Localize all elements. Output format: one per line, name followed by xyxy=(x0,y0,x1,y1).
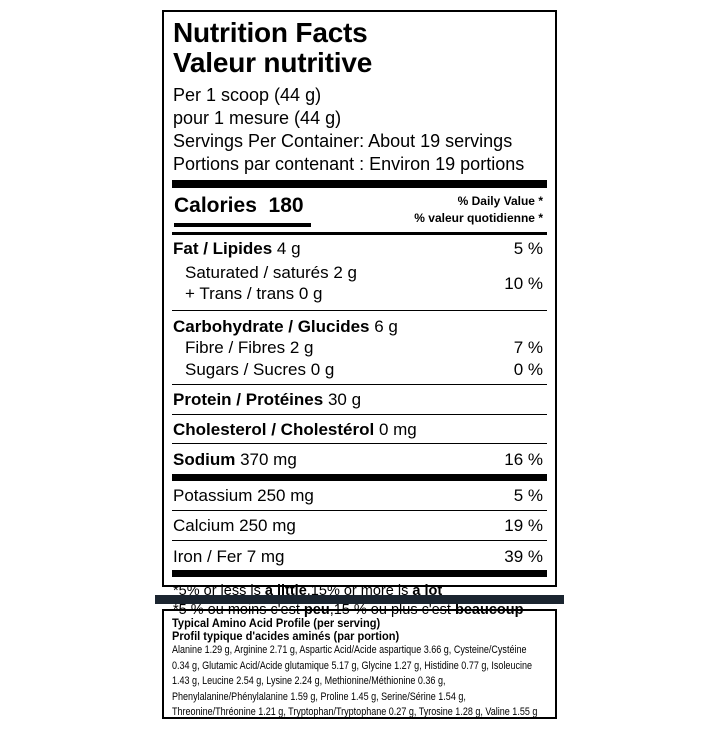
nutrient-percent: 5 % xyxy=(513,486,543,505)
nutrient-row-potassium: Potassium 250 mg 5 % xyxy=(173,481,546,510)
nutrient-amount: 6 g xyxy=(374,317,398,336)
title-en: Nutrition Facts xyxy=(173,17,368,48)
daily-value-header-en: % Daily Value * xyxy=(457,194,543,208)
nutrient-row-sugars: Sugars / Sucres 0 g 0 % xyxy=(173,359,546,384)
nutrient-row-sodium: Sodium 370 mg 16 % xyxy=(173,444,546,474)
calories-value: 180 xyxy=(268,194,304,217)
nutrient-name: Carbohydrate / Glucides xyxy=(173,317,370,336)
amino-title-fr: Profil typique d'acides aminés (par port… xyxy=(172,629,400,643)
daily-value-header: % Daily Value * % valeur quotidienne * xyxy=(414,193,543,227)
nutrient-name: Fibre / Fibres xyxy=(185,338,286,357)
nutrient-amount: 0 g xyxy=(298,284,323,303)
title-fr: Valeur nutritive xyxy=(173,47,373,78)
nutrient-amount: 2 g xyxy=(333,263,358,282)
thick-rule xyxy=(172,474,547,481)
nutrient-amount: 370 mg xyxy=(240,450,297,469)
rule xyxy=(172,443,547,444)
rule-below-calories xyxy=(172,232,547,235)
nutrient-name: Potassium xyxy=(173,486,253,505)
nutrient-percent: 39 % xyxy=(504,547,543,566)
serving-size-en: Per 1 scoop (44 g) xyxy=(173,85,322,105)
thick-rule xyxy=(172,570,547,577)
nutrient-amount: 250 mg xyxy=(239,516,296,535)
rule xyxy=(172,414,547,415)
nutrient-amount: 0 mg xyxy=(378,420,417,439)
nutrition-facts-panel: Nutrition Facts Valeur nutritive Per 1 s… xyxy=(162,10,557,618)
nutrient-percent: 10 % xyxy=(504,274,543,293)
nutrient-percent: 19 % xyxy=(504,516,543,535)
nutrient-amount: 7 mg xyxy=(246,547,285,566)
nutrient-amount: 30 g xyxy=(327,390,362,409)
nutrient-row-saturated-trans: Saturated / saturés 2 g + Trans / trans … xyxy=(173,262,546,310)
nutrient-name: + Trans / trans xyxy=(185,284,295,303)
calories-underline xyxy=(174,223,311,227)
rule xyxy=(172,310,547,311)
amino-line: Alanine 1.29 g, Arginine 2.71 g, Asparti… xyxy=(172,644,527,656)
rule xyxy=(172,540,547,541)
nutrient-percent: 16 % xyxy=(504,450,543,469)
servings-per-container-en: Servings Per Container: About 19 serving… xyxy=(173,131,513,151)
nutrient-name: Saturated / saturés xyxy=(185,263,329,282)
nutrient-name: Protein / Protéines xyxy=(173,390,324,409)
serving-size-fr: pour 1 mesure (44 g) xyxy=(173,108,342,128)
nutrient-amount: 0 g xyxy=(310,360,335,379)
nutrient-row-protein: Protein / Protéines 30 g xyxy=(173,385,546,414)
rule xyxy=(172,510,547,511)
nutrient-percent: 5 % xyxy=(513,239,543,258)
nutrient-name: Iron / Fer xyxy=(173,547,242,566)
rule xyxy=(172,384,547,385)
nutrient-amount: 2 g xyxy=(289,338,314,357)
daily-value-header-fr: % valeur quotidienne * xyxy=(414,211,543,225)
thick-rule xyxy=(172,180,547,188)
amino-line: 0.34 g, Glutamic Acid/Acide glutamique 5… xyxy=(172,659,533,672)
servings-per-container-fr: Portions par contenant : Environ 19 port… xyxy=(173,154,525,174)
amino-line: Phenylalanine/Phénylalanine 1.59 g, Prol… xyxy=(172,690,466,703)
nutrient-row-fibre: Fibre / Fibres 2 g 7 % xyxy=(173,337,546,359)
amino-line: 1.43 g, Leucine 2.54 g, Lysine 2.24 g, M… xyxy=(172,675,446,687)
nutrient-name: Cholesterol / Cholestérol xyxy=(173,420,375,439)
nutrient-name: Fat / Lipides xyxy=(173,239,273,258)
calories-text: Calories 180 xyxy=(174,194,304,218)
amino-acid-panel: Typical Amino Acid Profile (per serving)… xyxy=(162,609,557,719)
nutrient-name: Calcium xyxy=(173,516,235,535)
nutrient-percent: 0 % xyxy=(513,360,543,379)
nutrient-amount: 250 mg xyxy=(257,486,314,505)
calories-label: Calories xyxy=(174,194,257,217)
nutrient-amount: 4 g xyxy=(276,239,301,258)
nutrient-row-calcium: Calcium 250 mg 19 % xyxy=(173,511,546,540)
nutrient-row-iron: Iron / Fer 7 mg 39 % xyxy=(173,541,546,570)
nutrient-row-fat: Fat / Lipides 4 g 5 % xyxy=(173,235,546,262)
amino-title-en: Typical Amino Acid Profile (per serving) xyxy=(172,616,381,630)
nutrient-row-cholesterol: Cholesterol / Cholestérol 0 mg xyxy=(173,415,546,443)
nutrient-name: Sodium xyxy=(173,450,236,469)
amino-acid-list: Alanine 1.29 g, Arginine 2.71 g, Asparti… xyxy=(172,643,549,721)
amino-line: Threonine/Thréonine 1.21 g, Tryptophan/T… xyxy=(172,706,538,718)
separator-bar xyxy=(155,595,564,604)
calories-row: Calories 180 % Daily Value * % valeur qu… xyxy=(173,188,546,227)
nutrient-percent: 7 % xyxy=(513,338,543,357)
nutrient-name: Sugars / Sucres xyxy=(185,360,306,379)
nutrient-row-carbohydrate: Carbohydrate / Glucides 6 g xyxy=(173,311,546,337)
